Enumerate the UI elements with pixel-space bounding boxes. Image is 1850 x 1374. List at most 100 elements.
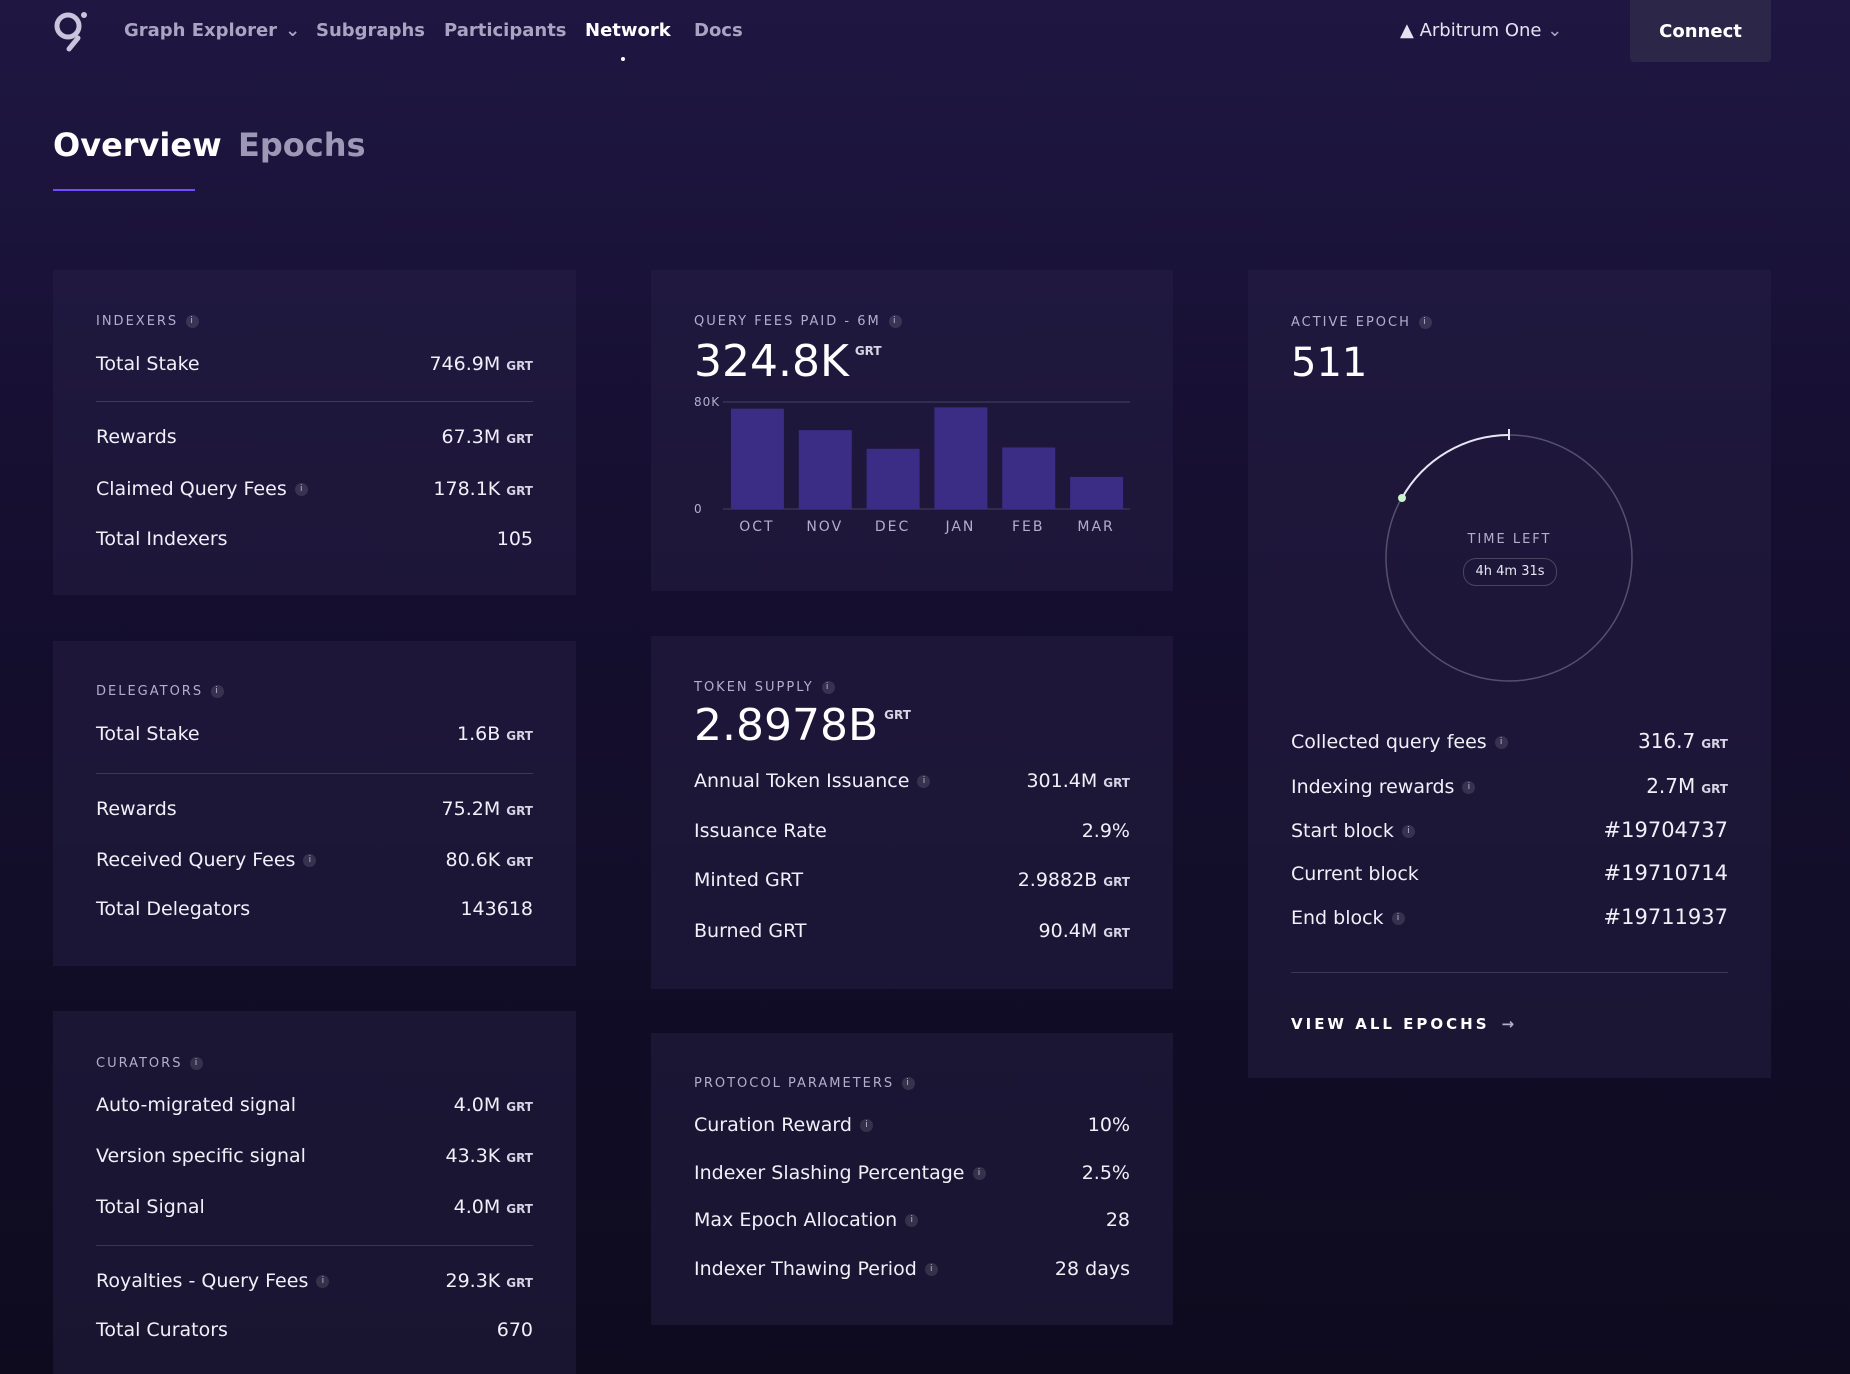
stat-label: Start block i	[1291, 820, 1415, 842]
card-title: CURATORS i	[96, 1056, 204, 1071]
stat-label: Burned GRT	[694, 920, 807, 942]
y-tick-label: 80K	[694, 395, 720, 409]
stat-row: Rewards 75.2M GRT	[96, 798, 533, 820]
nav-item[interactable]: Docs	[694, 20, 743, 41]
info-icon: i	[888, 315, 902, 328]
stat-row: Start block i #19704737	[1291, 818, 1728, 842]
total-value: 2.8978B GRT	[694, 700, 911, 751]
info-icon: i	[859, 1119, 873, 1132]
stat-unit: GRT	[506, 432, 533, 446]
stat-value: 105	[496, 528, 533, 550]
bar	[730, 408, 784, 509]
divider	[96, 401, 533, 402]
x-tick-label: FEB	[1012, 519, 1045, 535]
nav-item[interactable]: Subgraphs	[316, 20, 425, 41]
stat-unit: GRT	[506, 1276, 533, 1290]
info-icon: i	[186, 315, 200, 328]
stat-value: #19704737	[1603, 818, 1728, 842]
stat-row: Royalties - Query Fees i 29.3K GRT	[96, 1270, 533, 1292]
stat-row: Total Delegators 143618	[96, 898, 533, 920]
card-title: DELEGATORS i	[96, 684, 225, 699]
stat-label: Curation Reward i	[694, 1114, 873, 1136]
stat-unit: GRT	[506, 1202, 533, 1216]
stat-row: Max Epoch Allocation i 28	[694, 1209, 1130, 1231]
connect-button[interactable]: Connect	[1630, 0, 1771, 62]
card: CURATORS i Auto-migrated signal 4.0M GRT Vers…	[53, 1011, 576, 1374]
info-icon: i	[917, 775, 931, 788]
tab-underline	[53, 189, 195, 191]
stat-value: 301.4M GRT	[1026, 770, 1130, 792]
nav-item[interactable]: Graph Explorer ⌄	[124, 20, 301, 41]
x-tick-label: OCT	[739, 519, 774, 535]
stat-label: Total Curators	[96, 1319, 228, 1341]
y-tick-label: 0	[694, 502, 703, 516]
stat-row: Indexer Thawing Period i 28 days	[694, 1258, 1130, 1280]
stat-label: Minted GRT	[694, 869, 804, 891]
divider	[96, 773, 533, 774]
stat-value: 75.2M GRT	[441, 798, 533, 820]
stat-unit: GRT	[1103, 926, 1130, 940]
divider	[1291, 972, 1728, 973]
x-tick-label: JAN	[944, 519, 975, 535]
stat-unit: GRT	[506, 1151, 533, 1165]
stat-row: Total Stake 746.9M GRT	[96, 353, 533, 375]
info-icon: i	[1418, 316, 1432, 329]
stat-unit: GRT	[1103, 875, 1130, 889]
stat-row: Issuance Rate 2.9%	[694, 820, 1130, 842]
info-icon: i	[316, 1275, 330, 1288]
tab[interactable]: Overview	[53, 126, 222, 164]
bar	[798, 430, 852, 509]
stat-label: Total Delegators	[96, 898, 251, 920]
info-icon: i	[211, 685, 225, 698]
info-icon: i	[1401, 825, 1415, 838]
x-tick-label: NOV	[806, 519, 843, 535]
stat-label: Royalties - Query Fees i	[96, 1270, 330, 1292]
network-selector[interactable]: ▲ Arbitrum One ⌄	[1400, 20, 1562, 41]
logo[interactable]	[52, 10, 88, 52]
info-icon: i	[821, 681, 835, 694]
info-icon: i	[924, 1263, 938, 1276]
stat-row: Annual Token Issuance i 301.4M GRT	[694, 770, 1130, 792]
info-icon: i	[1494, 736, 1508, 749]
stat-value: 28 days	[1054, 1258, 1130, 1280]
stat-row: End block i #19711937	[1291, 905, 1728, 929]
info-icon: i	[902, 1077, 916, 1090]
stat-row: Auto-migrated signal 4.0M GRT	[96, 1094, 533, 1116]
stat-value: #19710714	[1603, 861, 1728, 885]
stat-unit: GRT	[506, 484, 533, 498]
card: ACTIVE EPOCH i 511 TIME LEFT 4h 4m 31s Collec…	[1248, 270, 1771, 1078]
chevron: ⌄	[1541, 20, 1563, 41]
stat-label: Claimed Query Fees i	[96, 478, 308, 500]
stat-label: End block i	[1291, 907, 1405, 929]
stat-label: Auto-migrated signal	[96, 1094, 297, 1116]
divider	[96, 1245, 533, 1246]
stat-row: Burned GRT 90.4M GRT	[694, 920, 1130, 942]
stat-label: Total Stake	[96, 353, 200, 375]
arrow: →	[1501, 1015, 1518, 1033]
total-unit: GRT	[854, 344, 882, 358]
view-all-link[interactable]: VIEW ALL EPOCHS →	[1291, 1015, 1518, 1033]
bar	[934, 407, 988, 509]
stat-row: Indexer Slashing Percentage i 2.5%	[694, 1162, 1130, 1184]
stat-value: 746.9M GRT	[429, 353, 533, 375]
stat-value: 29.3K GRT	[445, 1270, 533, 1292]
time-left: 4h 4m 31s	[1463, 558, 1557, 586]
stat-value: 316.7 GRT	[1637, 729, 1728, 753]
bar-chart: 0 80K OCT NOV DEC JAN FEB MAR	[694, 395, 1130, 535]
stat-value: 2.7M GRT	[1646, 774, 1728, 798]
bar	[866, 448, 920, 509]
nav-item[interactable]: Participants	[444, 20, 567, 41]
network-name: Arbitrum One	[1419, 20, 1542, 41]
stat-row: Total Indexers 105	[96, 528, 533, 550]
card-title: TOKEN SUPPLY i	[694, 680, 835, 695]
card: DELEGATORS i Total Stake 1.6B GRT Rewards 75.2…	[53, 641, 576, 966]
stat-label: Current block	[1291, 863, 1419, 885]
info-icon: i	[1391, 912, 1405, 925]
stat-value: 10%	[1087, 1114, 1130, 1136]
stat-label: Received Query Fees i	[96, 849, 317, 871]
tab[interactable]: Epochs	[238, 126, 366, 164]
card-title: INDEXERS i	[96, 314, 200, 329]
total-unit: GRT	[884, 708, 911, 722]
nav-item[interactable]: Network	[585, 20, 671, 41]
stat-value: 2.9882B GRT	[1017, 869, 1130, 891]
